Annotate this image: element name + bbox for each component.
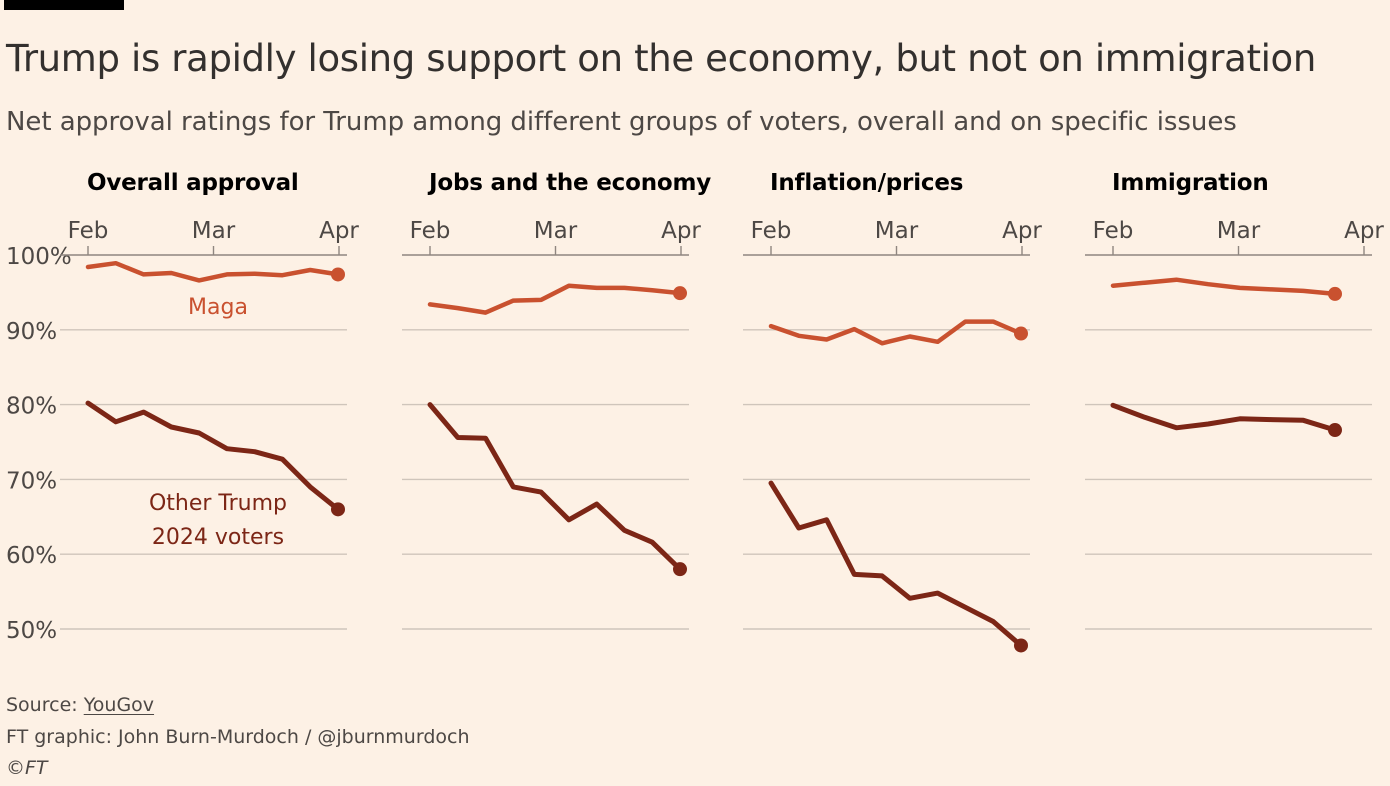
panel-title: Overall approval [87,170,299,196]
series-line-other [1110,402,1338,433]
x-tick-label: Feb [751,218,792,244]
series-label-other-line2: 2024 voters [152,525,284,550]
x-tick-label: Feb [410,218,451,244]
series-line-other [85,400,341,512]
x-tick-label: Apr [1002,218,1042,244]
x-tick-label: Mar [1217,218,1261,244]
x-tick-label: Feb [68,218,109,244]
y-tick-label: 80% [6,394,57,420]
source-line: Source: YouGov [6,692,154,718]
source-link-yougov[interactable]: YouGov [83,694,155,716]
y-tick-label: 90% [6,319,57,345]
series-line-maga [85,260,341,283]
y-tick-label: 60% [6,543,57,569]
panel-title: Inflation/prices [770,170,963,196]
series-label-other: Other Trump [149,491,287,516]
panel-title: Jobs and the economy [427,170,711,196]
y-tick-label: 50% [6,618,57,644]
x-tick-label: Mar [534,218,578,244]
x-tick-label: Feb [1093,218,1134,244]
x-tick-label: Apr [1344,218,1384,244]
series-line-other [768,480,1024,648]
series-endpoint-maga [1328,286,1342,301]
y-tick-label: 100% [6,244,72,270]
series-endpoint-other [1014,638,1028,653]
x-tick-label: Apr [661,218,701,244]
series-endpoint-other [1328,423,1342,438]
series-line-maga [768,319,1024,346]
series-endpoint-maga [331,267,345,282]
x-tick-label: Mar [192,218,236,244]
small-multiples-chart: 100% 90% 80% 70% 60% 50% Overall approval Feb Ma… [6,170,1384,653]
chart-title: Trump is rapidly losing support on the e… [6,37,1316,80]
series-endpoint-other [331,502,345,517]
series-line-maga [1110,277,1338,297]
series-endpoint-maga [1014,326,1028,341]
series-endpoint-maga [673,286,687,301]
x-tick-label: Apr [319,218,359,244]
x-tick-label: Mar [875,218,919,244]
chart-subtitle: Net approval ratings for Trump among dif… [6,107,1237,137]
y-tick-label: 70% [6,468,57,494]
copyright: ©FT [6,757,48,779]
ft-top-bar [4,0,124,10]
graphic-credit: FT graphic: John Burn-Murdoch / @jburnmu… [6,726,470,748]
series-line-maga [427,283,683,315]
series-label-maga: Maga [188,295,248,320]
series-endpoint-other [673,562,687,577]
panel-title: Immigration [1112,170,1269,196]
source-prefix: Source: [6,694,84,716]
series-line-other [427,402,683,572]
